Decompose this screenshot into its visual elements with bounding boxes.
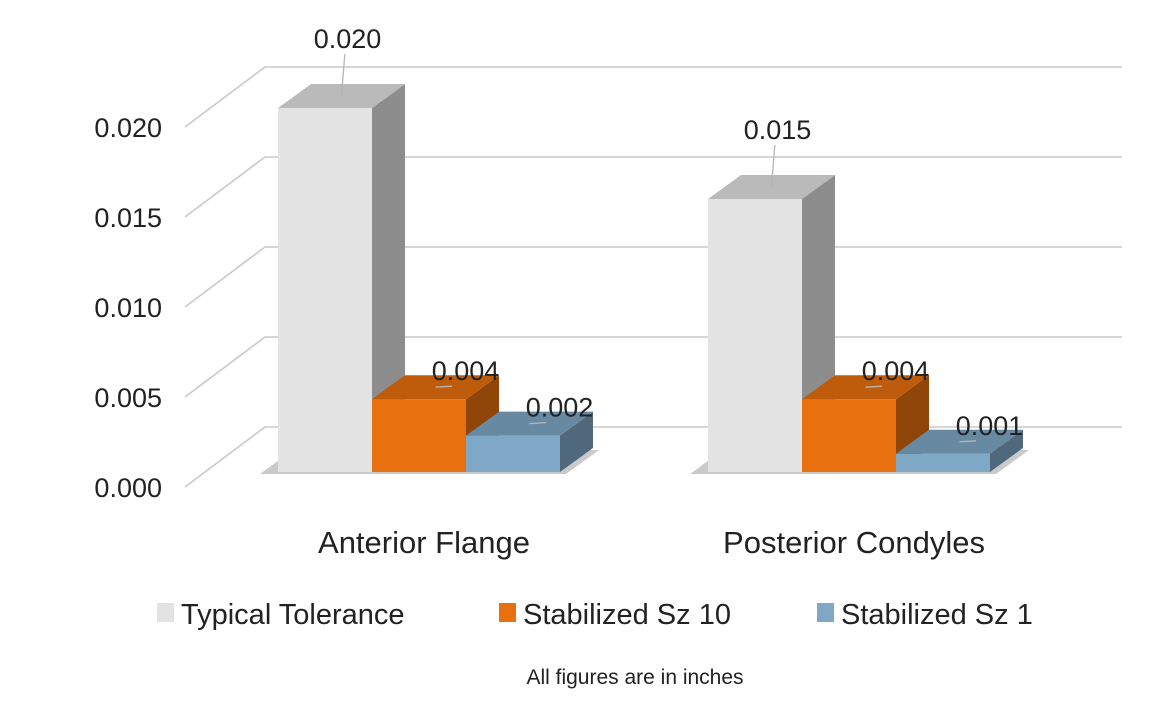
leader-line <box>529 421 547 425</box>
leader-line <box>435 385 453 388</box>
bar-side <box>560 411 593 472</box>
bars <box>260 84 1029 474</box>
category-labels: Anterior Flange Posterior Condyles <box>318 525 985 560</box>
bar-front <box>708 199 802 472</box>
y-tick-label: 0.020 <box>94 113 162 143</box>
bar-front <box>372 399 466 472</box>
y-tick-label: 0.015 <box>94 203 162 233</box>
data-label: 0.004 <box>432 356 500 386</box>
gridline <box>184 156 1122 218</box>
bar-front <box>466 435 560 472</box>
y-tick-label: 0.005 <box>94 383 162 413</box>
data-label: 0.001 <box>956 411 1024 441</box>
legend-item: Stabilized Sz 1 <box>817 599 1033 631</box>
legend-label: Typical Tolerance <box>181 599 405 631</box>
bar-side <box>372 84 405 472</box>
y-tick-label: 0.000 <box>94 473 162 503</box>
gridline <box>184 336 1122 398</box>
legend-swatch <box>157 603 174 622</box>
category-label: Posterior Condyles <box>723 525 985 560</box>
data-label: 0.020 <box>314 24 382 54</box>
bar <box>466 411 593 472</box>
footnote: All figures are in inches <box>526 666 743 689</box>
bar <box>708 175 835 472</box>
legend-swatch <box>499 603 516 622</box>
bar-front <box>896 453 990 472</box>
data-labels: 0.020 0.004 0.002 0.015 0.004 0.001 <box>314 24 1024 443</box>
bar-front <box>278 108 372 472</box>
leader-line <box>865 385 883 388</box>
legend: Typical Tolerance Stabilized Sz 10 Stabili… <box>157 599 1033 631</box>
gridline <box>184 246 1122 308</box>
bar-side <box>990 429 1023 472</box>
gridline <box>184 66 1122 128</box>
bar <box>896 429 1023 472</box>
legend-label: Stabilized Sz 10 <box>523 599 731 631</box>
y-axis-ticks: 0.000 0.005 0.010 0.015 0.020 <box>94 113 162 503</box>
legend-item: Stabilized Sz 10 <box>499 599 731 631</box>
legend-label: Stabilized Sz 1 <box>841 599 1033 631</box>
leader-line <box>770 144 776 188</box>
data-label: 0.015 <box>744 115 812 145</box>
data-label: 0.004 <box>862 356 930 386</box>
y-tick-label: 0.010 <box>94 293 162 323</box>
legend-item: Typical Tolerance <box>157 599 405 631</box>
bar-front <box>802 399 896 472</box>
category-label: Anterior Flange <box>318 525 530 560</box>
legend-swatch <box>817 603 834 622</box>
leader-line <box>340 53 346 97</box>
data-label: 0.002 <box>526 393 594 423</box>
bar <box>278 84 405 472</box>
leader-line <box>959 440 977 443</box>
